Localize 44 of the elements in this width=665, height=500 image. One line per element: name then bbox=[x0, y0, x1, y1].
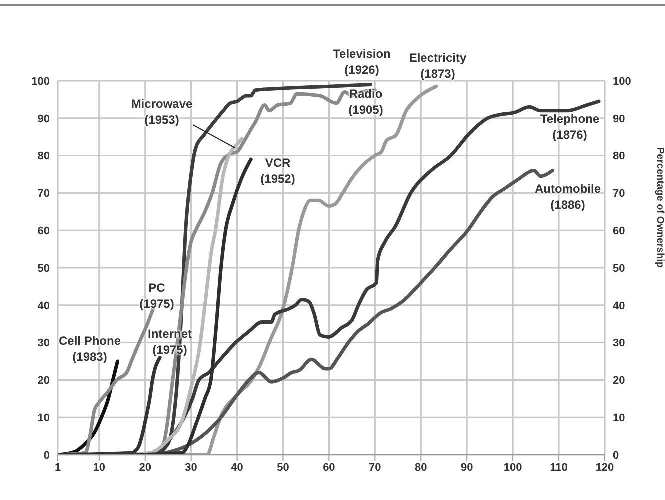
x-tick-label: 30 bbox=[185, 462, 198, 474]
x-tick-label: 120 bbox=[596, 462, 614, 474]
x-tick-label: 100 bbox=[504, 462, 522, 474]
y2-tick-label: 60 bbox=[613, 226, 626, 238]
x-tick-label: 20 bbox=[139, 462, 152, 474]
y-tick-label: 10 bbox=[38, 412, 50, 425]
y2-tick-label: 100 bbox=[613, 76, 632, 88]
y2-tick-label: 40 bbox=[613, 300, 626, 312]
y2-tick-label: 90 bbox=[613, 113, 626, 126]
x-tick-label: 110 bbox=[550, 462, 568, 474]
y-tick-label: 40 bbox=[38, 300, 50, 312]
y2-tick-label: 0 bbox=[613, 450, 620, 462]
y-tick-label: 30 bbox=[38, 338, 50, 350]
y-tick-label: 20 bbox=[38, 375, 50, 388]
series-label: PC (1975) bbox=[138, 280, 176, 312]
series-label: Television (1926) bbox=[333, 47, 391, 77]
y-tick-label: 0 bbox=[44, 450, 50, 462]
y2-tick-label: 50 bbox=[613, 262, 626, 275]
y2-axis-title: Percentage of Ownership bbox=[654, 147, 665, 268]
y2-tick-label: 80 bbox=[613, 150, 626, 163]
series-label: Cell Phone (1983) bbox=[58, 334, 121, 364]
x-tick-label: 40 bbox=[231, 462, 244, 474]
y2-tick-label: 20 bbox=[613, 375, 626, 388]
series-label: Automobile (1886) bbox=[535, 182, 601, 212]
x-tick-label: 10 bbox=[93, 462, 106, 474]
x-tick-label: 50 bbox=[277, 462, 290, 474]
y-tick-label: 90 bbox=[38, 113, 50, 126]
series-label: Telephone (1876) bbox=[540, 112, 600, 142]
y2-tick-label: 10 bbox=[613, 412, 626, 425]
y2-tick-label: 70 bbox=[613, 188, 626, 200]
x-tick-label: 90 bbox=[460, 462, 474, 474]
x-tick-label: 70 bbox=[369, 462, 382, 474]
x-tick-label: 80 bbox=[415, 462, 428, 474]
series-label: VCR (1952) bbox=[260, 155, 296, 187]
series-label: Electricity (1873) bbox=[409, 51, 467, 81]
y-tick-label: 50 bbox=[38, 262, 50, 275]
y-tick-label: 80 bbox=[38, 150, 50, 163]
y-tick-label: 60 bbox=[38, 226, 50, 238]
x-tick-label: 60 bbox=[323, 462, 336, 474]
y2-tick-label: 30 bbox=[613, 338, 626, 350]
x-tick-label: 1 bbox=[54, 462, 62, 474]
y-tick-label: 70 bbox=[38, 188, 50, 200]
text: Microwave (1953) bbox=[130, 96, 194, 128]
y-tick-label: 100 bbox=[32, 76, 50, 88]
